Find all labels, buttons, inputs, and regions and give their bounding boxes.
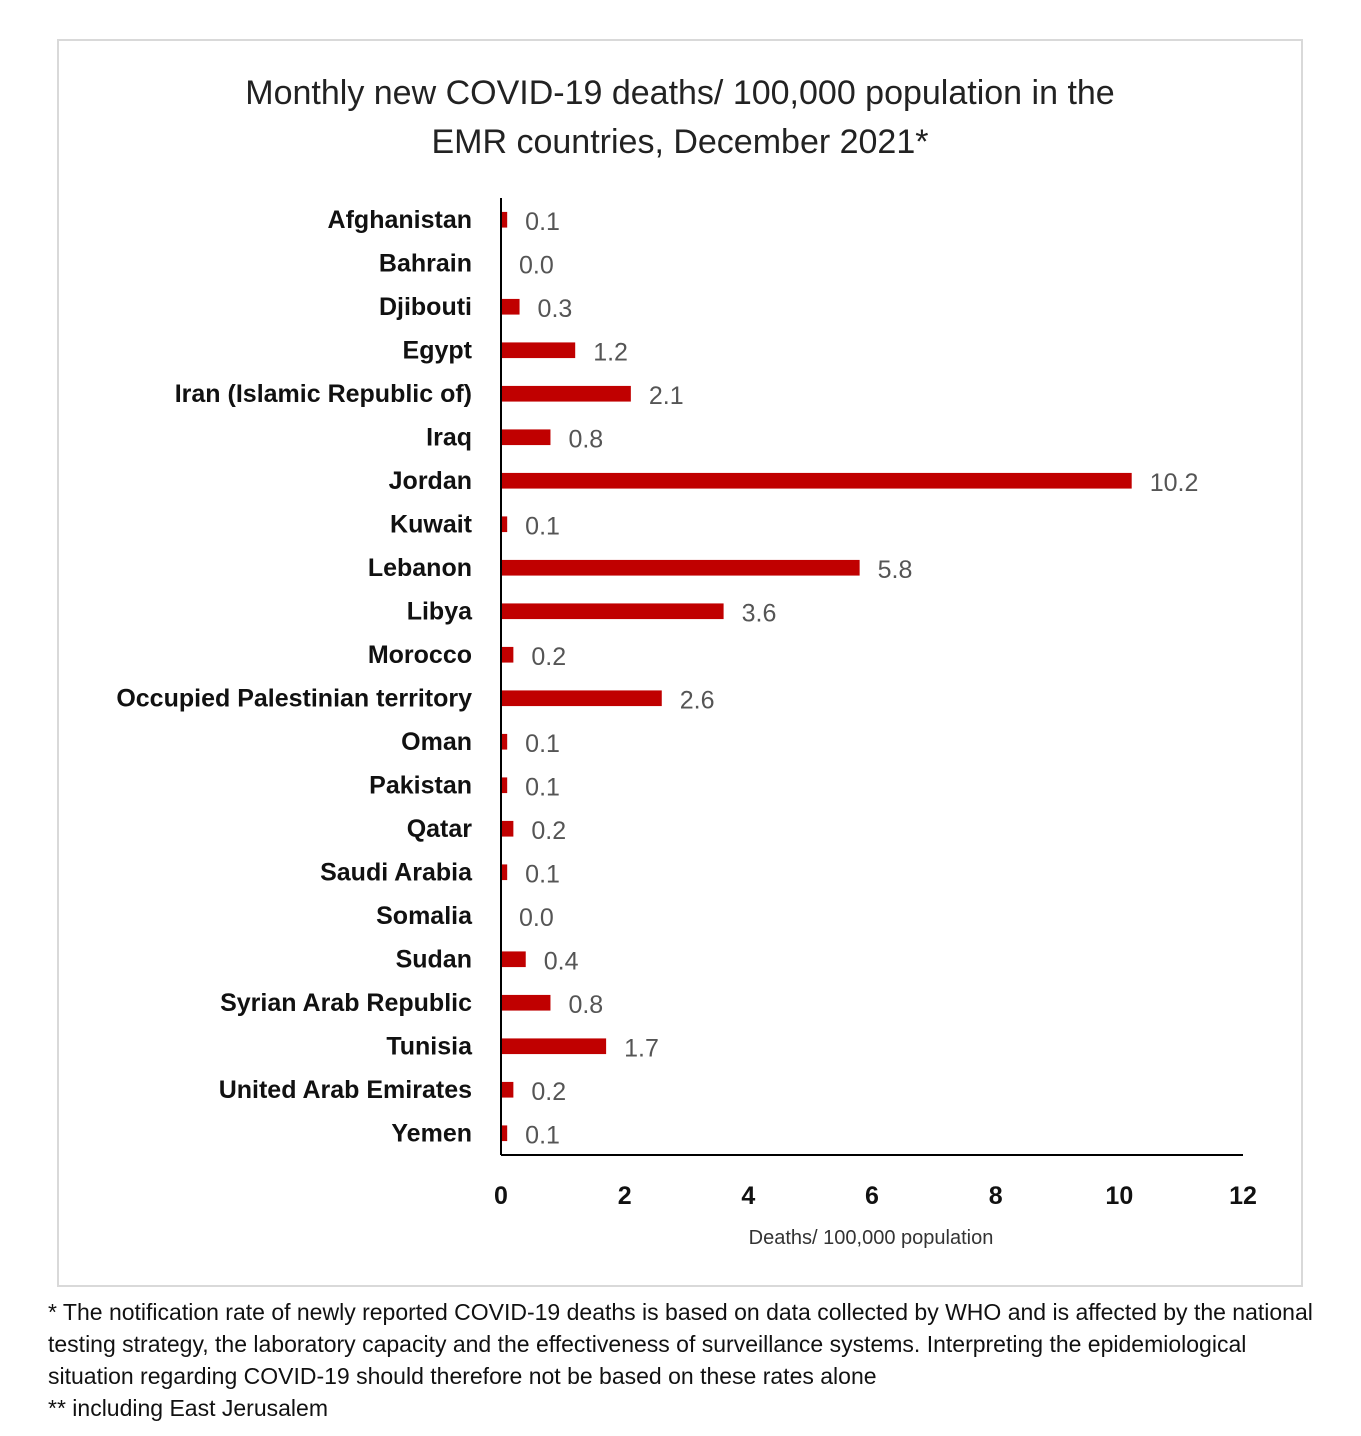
value-label: 1.7 xyxy=(624,1034,659,1062)
x-tick-label: 8 xyxy=(989,1182,1003,1210)
category-label: Egypt xyxy=(403,336,473,364)
chart-title-line-2: EMR countries, December 2021* xyxy=(431,123,928,161)
value-labels: 0.1 0.0 0.3 1.2 2.1 0.8 10.2 0.1 5.8 3.6 0.2 2.6 0.1… xyxy=(519,208,1198,1150)
value-label: 1.2 xyxy=(593,338,628,366)
value-label: 0.1 xyxy=(525,730,560,758)
category-label: Pakistan xyxy=(369,771,472,799)
chart-frame xyxy=(57,39,1303,1287)
bar xyxy=(501,342,576,359)
category-labels: Afghanistan Bahrain Djibouti Egypt Iran (Isl… xyxy=(116,206,473,1148)
category-label: Iraq xyxy=(426,423,472,451)
value-label: 0.2 xyxy=(531,643,566,671)
bar xyxy=(501,733,508,750)
x-tick-label: 12 xyxy=(1229,1182,1257,1210)
bar xyxy=(501,1125,508,1142)
bar xyxy=(501,298,520,315)
bar xyxy=(501,690,662,707)
value-label: 0.8 xyxy=(568,991,603,1019)
category-label: Djibouti xyxy=(379,293,472,321)
footnote-2: ** including East Jerusalem xyxy=(48,1395,328,1421)
bar xyxy=(501,559,860,576)
value-label: 0.2 xyxy=(531,817,566,845)
value-label: 0.2 xyxy=(531,1078,566,1106)
chart-title-line-1: Monthly new COVID-19 deaths/ 100,000 pop… xyxy=(245,74,1114,112)
bar xyxy=(501,1038,607,1055)
bar xyxy=(501,864,508,881)
category-label: Sudan xyxy=(396,945,472,973)
category-label: Morocco xyxy=(368,641,472,669)
category-label: Afghanistan xyxy=(328,206,472,234)
category-label: Yemen xyxy=(391,1119,472,1147)
category-label: Iran (Islamic Republic of) xyxy=(175,380,472,408)
value-label: 0.0 xyxy=(519,251,554,279)
value-label: 0.4 xyxy=(544,947,579,975)
category-label: United Arab Emirates xyxy=(219,1076,472,1104)
value-label: 10.2 xyxy=(1150,469,1199,497)
bar xyxy=(501,603,724,620)
bar xyxy=(501,951,526,968)
category-label: Jordan xyxy=(389,467,472,495)
value-label: 2.1 xyxy=(649,382,684,410)
axes xyxy=(500,198,1243,1156)
value-label: 0.0 xyxy=(519,904,554,932)
value-label: 5.8 xyxy=(878,556,913,584)
x-axis-title: Deaths/ 100,000 population xyxy=(749,1227,994,1249)
category-label: Tunisia xyxy=(386,1032,473,1060)
x-tick-label: 4 xyxy=(741,1182,755,1210)
value-label: 0.1 xyxy=(525,860,560,888)
category-label: Kuwait xyxy=(390,510,473,538)
bar xyxy=(501,385,631,402)
category-label: Lebanon xyxy=(368,554,472,582)
x-tick-labels: 0 2 4 6 8 10 12 xyxy=(494,1182,1257,1210)
category-label: Saudi Arabia xyxy=(320,858,473,886)
bar xyxy=(501,820,514,837)
bars xyxy=(501,211,1132,1142)
x-tick-label: 2 xyxy=(618,1182,632,1210)
category-label: Syrian Arab Republic xyxy=(220,989,472,1017)
value-label: 0.1 xyxy=(525,1121,560,1149)
footnote-1: * The notification rate of newly reporte… xyxy=(48,1299,1313,1389)
bar xyxy=(501,472,1132,489)
category-label: Somalia xyxy=(376,902,473,930)
bar xyxy=(501,646,514,663)
chart-title: Monthly new COVID-19 deaths/ 100,000 pop… xyxy=(245,74,1114,161)
bar xyxy=(501,1081,514,1098)
category-label: Oman xyxy=(401,728,472,756)
footnotes: * The notification rate of newly reporte… xyxy=(48,1296,1338,1424)
value-label: 0.1 xyxy=(525,208,560,236)
value-label: 0.1 xyxy=(525,773,560,801)
value-label: 0.3 xyxy=(538,295,573,323)
bar-chart: Monthly new COVID-19 deaths/ 100,000 pop… xyxy=(116,74,1257,1249)
value-label: 2.6 xyxy=(680,686,715,714)
x-tick-label: 0 xyxy=(494,1182,508,1210)
category-label: Occupied Palestinian territory xyxy=(116,684,472,712)
value-label: 0.8 xyxy=(568,425,603,453)
x-tick-label: 6 xyxy=(865,1182,879,1210)
category-label: Bahrain xyxy=(379,249,472,277)
value-label: 3.6 xyxy=(742,599,777,627)
x-tick-label: 10 xyxy=(1105,1182,1133,1210)
bar xyxy=(501,516,508,533)
value-label: 0.1 xyxy=(525,512,560,540)
bar xyxy=(501,994,551,1011)
category-label: Libya xyxy=(407,597,473,625)
category-label: Qatar xyxy=(407,815,473,843)
bar xyxy=(501,211,508,228)
bar xyxy=(501,777,508,794)
bar xyxy=(501,429,551,446)
